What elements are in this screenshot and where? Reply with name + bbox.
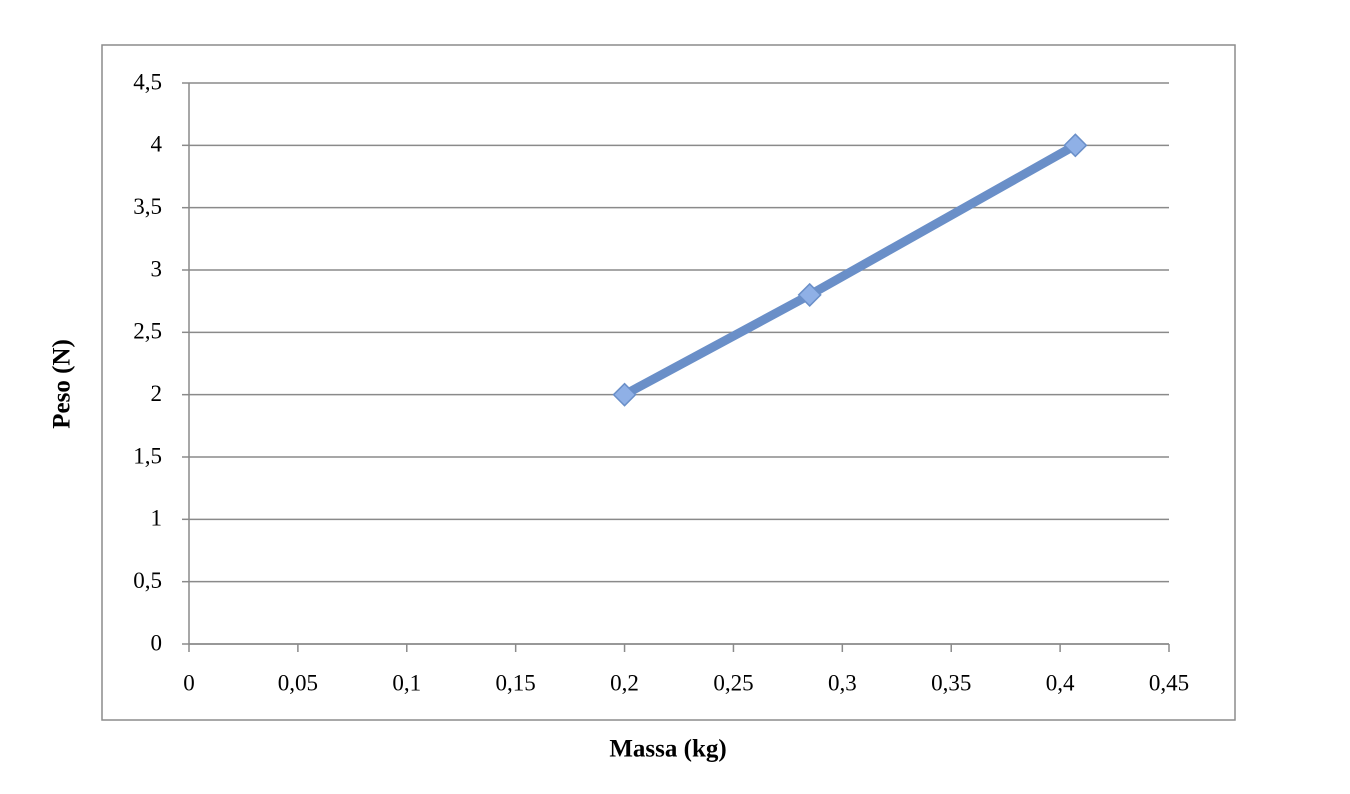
data-point <box>797 282 822 307</box>
y-tick-label: 0,5 <box>133 568 162 593</box>
y-tick-label: 0 <box>151 630 163 655</box>
x-tick-label: 0,1 <box>392 670 421 695</box>
data-point <box>612 382 637 407</box>
y-tick-label: 2,5 <box>133 319 162 344</box>
data-point <box>1063 133 1088 158</box>
y-tick-label: 4 <box>151 132 163 157</box>
y-tick-label: 3,5 <box>133 194 162 219</box>
x-axis-title: Massa (kg) <box>609 736 726 763</box>
x-tick-label: 0,25 <box>713 670 753 695</box>
x-tick-label: 0,05 <box>278 670 318 695</box>
x-tick-label: 0,4 <box>1046 670 1075 695</box>
x-tick-label: 0,45 <box>1149 670 1189 695</box>
y-tick-label: 4,5 <box>133 69 162 94</box>
x-tick-label: 0,3 <box>828 670 857 695</box>
x-tick-label: 0,15 <box>496 670 536 695</box>
y-axis-title: Peso (N) <box>49 339 76 429</box>
x-tick-label: 0,35 <box>931 670 971 695</box>
x-tick-label: 0,2 <box>610 670 639 695</box>
y-tick-label: 1 <box>151 506 163 531</box>
y-tick-label: 3 <box>151 256 163 281</box>
x-tick-label: 0 <box>183 670 195 695</box>
y-tick-label: 2 <box>151 381 163 406</box>
y-tick-label: 1,5 <box>133 443 162 468</box>
